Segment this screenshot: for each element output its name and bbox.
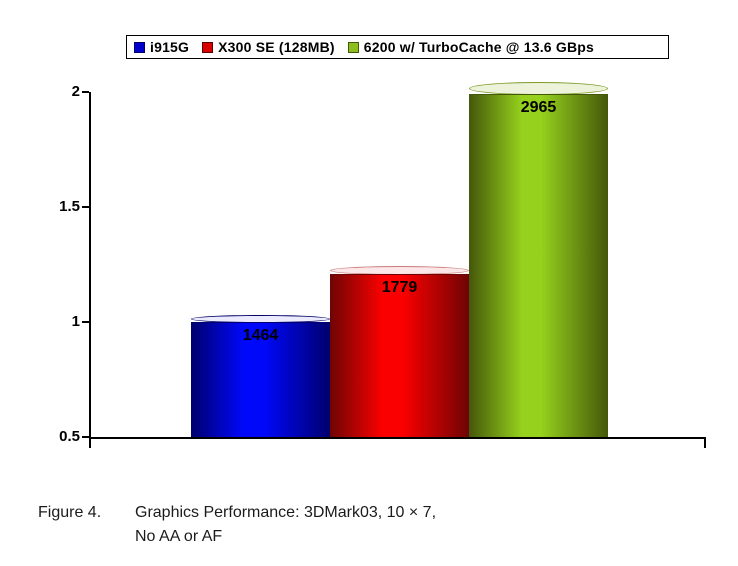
caption-line2: No AA or AF [135,528,223,545]
legend-label: 6200 w/ TurboCache @ 13.6 GBps [363,39,594,55]
y-tick-mark [82,91,89,93]
x-axis-end-tick [704,437,706,448]
bar-value-label: 1779 [381,278,418,296]
y-tick-label: 1.5 [59,198,80,215]
x-axis-line [89,437,705,439]
bar-body [191,322,330,437]
y-tick-mark [82,321,89,323]
legend-swatch-icon [347,41,359,53]
legend-swatch-icon [134,41,145,53]
bar-value-label: 2965 [520,99,557,117]
legend-item-1: X300 SE (128MB) [202,39,335,55]
y-tick-label: 0.5 [59,428,80,445]
caption-text: Graphics Performance: 3DMark03, 10 × 7, … [135,501,436,549]
y-tick-label: 1 [71,313,80,330]
figure-label: Figure 4. [38,504,102,521]
legend-item-2: 6200 w/ TurboCache @ 13.6 GBps [347,39,594,55]
legend-label: X300 SE (128MB) [218,39,335,55]
y-tick-mark [82,206,89,208]
y-tick-mark [82,436,89,438]
bar-X300 SE (128MB): 1779 [330,265,469,437]
chart-legend: i915G X300 SE (128MB) 6200 w/ TurboCache @… [126,35,669,59]
y-axis-line [89,92,91,448]
caption-line1: Graphics Performance: 3DMark03, 10 × 7, [135,504,437,521]
bar-i915G: 1464 [191,315,330,437]
bar-value-label: 1464 [242,327,279,344]
bar-body [469,94,608,437]
legend-swatch-icon [202,41,214,53]
bar-body [330,273,469,437]
bar-6200 w/ TurboCache @ 13.6 GBps: 2965 [469,82,608,437]
legend-label: i915G [150,39,190,55]
plot-area: 2 1.5 1 0.5 1464 1779 2965 [59,82,706,448]
legend-item-0: i915G [134,39,189,55]
y-tick-label: 2 [71,83,80,100]
